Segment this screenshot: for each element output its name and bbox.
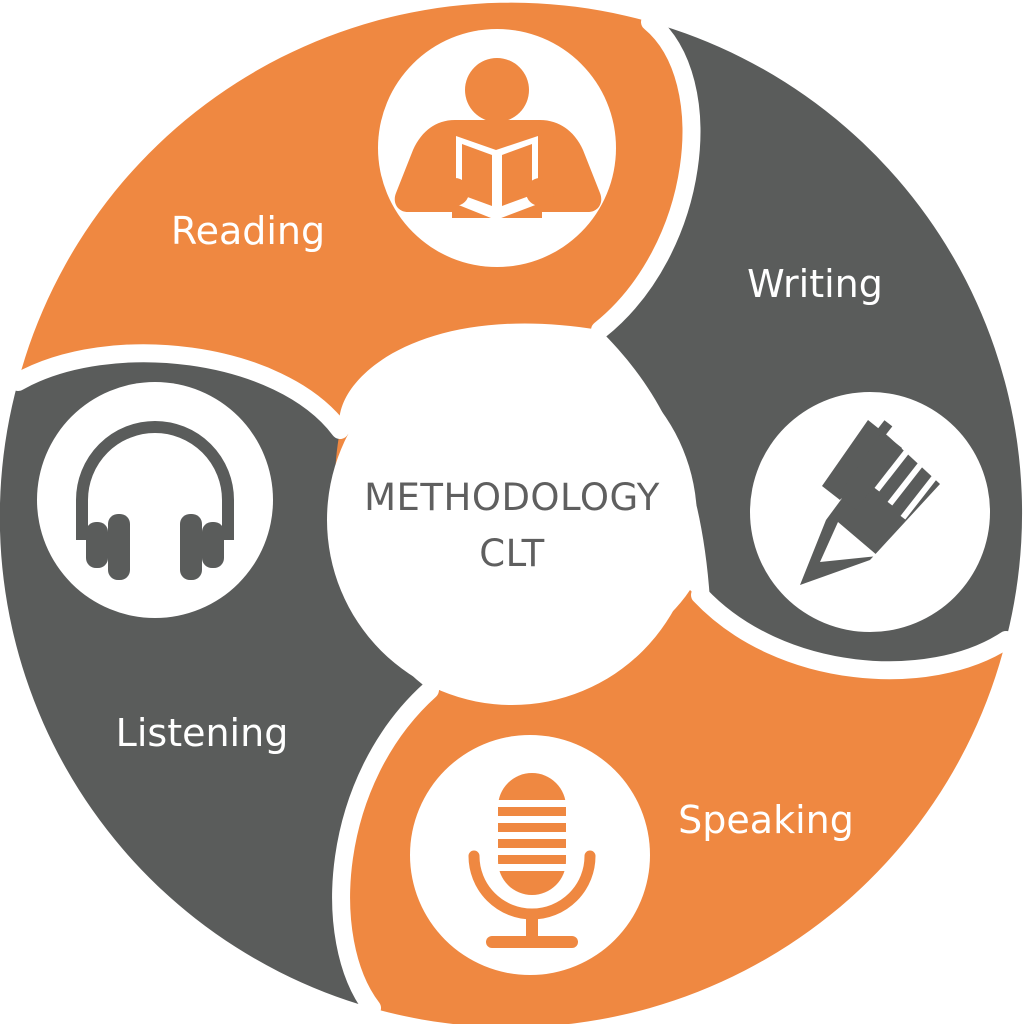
- label-listening: Listening: [116, 711, 289, 755]
- separators: [9, 13, 1015, 1017]
- headphones-icon: [76, 421, 234, 580]
- speaking-icon-badge: [410, 735, 650, 975]
- reader-icon: [394, 58, 602, 220]
- center-title-line2: CLT: [479, 532, 544, 575]
- microphone-icon: [468, 773, 596, 948]
- writing-icon-badge: [750, 392, 990, 632]
- reading-icon-badge: [378, 29, 616, 267]
- pencil-icon: [800, 418, 960, 585]
- center-title-line1: METHODOLOGY: [364, 476, 660, 519]
- listening-icon-badge: [37, 382, 273, 618]
- label-reading: Reading: [171, 209, 325, 253]
- label-writing: Writing: [747, 262, 883, 306]
- label-speaking: Speaking: [678, 798, 854, 842]
- center-circle: [327, 335, 697, 705]
